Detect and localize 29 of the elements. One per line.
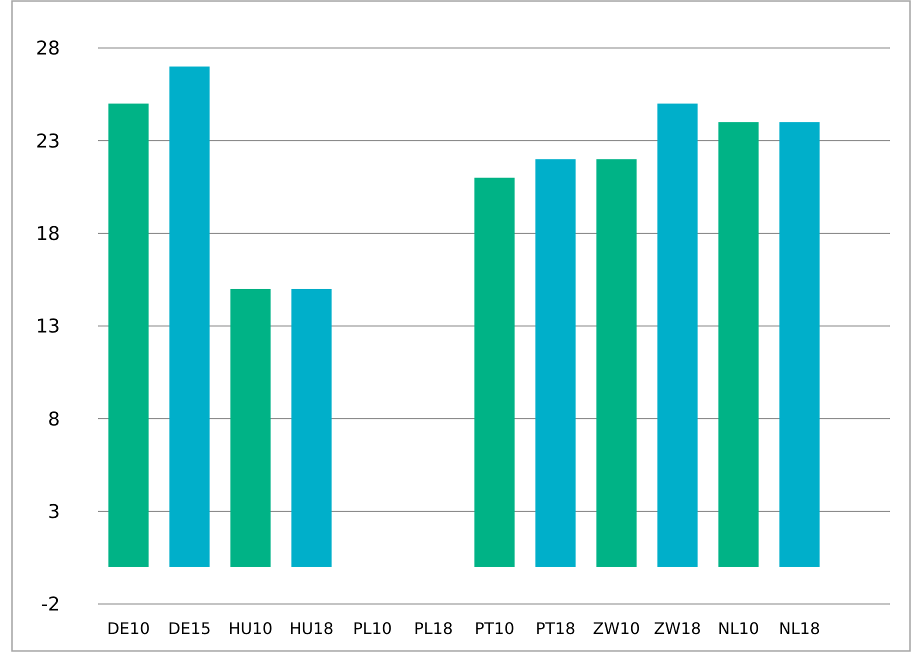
bar — [718, 122, 759, 567]
x-tick-label: PT10 — [474, 619, 514, 638]
x-tick-label: DE15 — [168, 619, 211, 638]
x-tick-label: PL18 — [414, 619, 453, 638]
x-tick-label: PL10 — [353, 619, 392, 638]
x-tick-label: PT18 — [536, 619, 576, 638]
y-tick-label: 18 — [36, 222, 60, 245]
y-tick-label: 8 — [48, 408, 60, 430]
bar — [291, 288, 332, 567]
x-tick-label: NL18 — [778, 619, 820, 638]
y-tick-label: 3 — [48, 500, 60, 523]
bar — [657, 104, 698, 567]
bar — [596, 159, 637, 567]
x-tick-label: ZW18 — [654, 619, 702, 638]
y-tick-label: 23 — [36, 130, 60, 152]
y-tick-label: 13 — [36, 316, 60, 338]
x-tick-label: ZW10 — [592, 619, 640, 638]
bar — [535, 159, 576, 567]
x-tick-label: DE10 — [107, 619, 150, 638]
x-tick-label: NL10 — [718, 619, 760, 638]
bar — [108, 104, 149, 567]
bar — [474, 178, 515, 567]
x-tick-label: HU10 — [228, 619, 273, 638]
y-tick-label: -2 — [41, 594, 60, 616]
bar — [169, 66, 210, 567]
bar — [230, 288, 271, 567]
x-tick-label: HU18 — [289, 619, 334, 638]
y-tick-label: 28 — [36, 38, 60, 60]
bar — [779, 122, 820, 567]
